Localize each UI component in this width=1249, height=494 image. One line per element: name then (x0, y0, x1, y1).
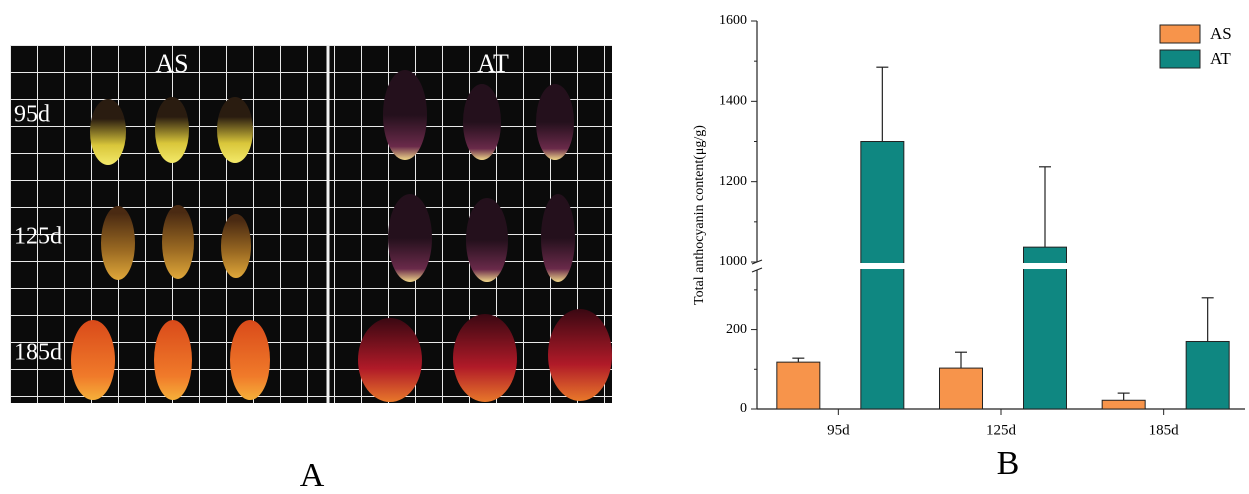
page: {"panel_a": {"label": "A", "columns": ["… (0, 0, 1249, 494)
y-tick-label: 1000 (719, 254, 747, 269)
y-axis-label: Total anthocyanin content(μg/g) (692, 125, 707, 305)
legend-swatch (1160, 50, 1200, 68)
bar-break (860, 263, 905, 269)
y-tick-label: 0 (740, 401, 747, 416)
y-tick-label: 1600 (719, 13, 747, 28)
y-tick-label: 1200 (719, 174, 747, 189)
panel-label: B (997, 445, 1020, 482)
x-tick-label: 95d (827, 422, 850, 438)
x-tick-label: 125d (986, 422, 1017, 438)
bar (1186, 341, 1229, 409)
panel-label: A (300, 457, 325, 494)
row-label: 95d (14, 102, 50, 128)
column-label: AT (477, 49, 509, 78)
y-tick-label: 1400 (719, 94, 747, 109)
bar (940, 368, 983, 409)
bar-break (1023, 263, 1068, 269)
bar (861, 142, 904, 410)
figure: AS AT 95d 125d 185d A B Total anthocyani… (0, 0, 1249, 494)
column-label: AS (155, 49, 188, 78)
row-label: 185d (14, 340, 62, 366)
legend-swatch (1160, 25, 1200, 43)
plot: 0 200 1000 1200 1400 1600 95d 125d 185d AS AT (719, 13, 1245, 438)
photo: AS AT 95d 125d 185d (10, 45, 612, 403)
legend-label: AT (1210, 49, 1231, 68)
x-tick-label: 185d (1149, 422, 1180, 438)
row-label: 125d (14, 224, 62, 250)
legend-label: AS (1210, 24, 1232, 43)
bar (777, 362, 820, 409)
bar (1102, 400, 1145, 409)
bar (1024, 247, 1067, 409)
y-tick-label: 200 (726, 322, 747, 337)
